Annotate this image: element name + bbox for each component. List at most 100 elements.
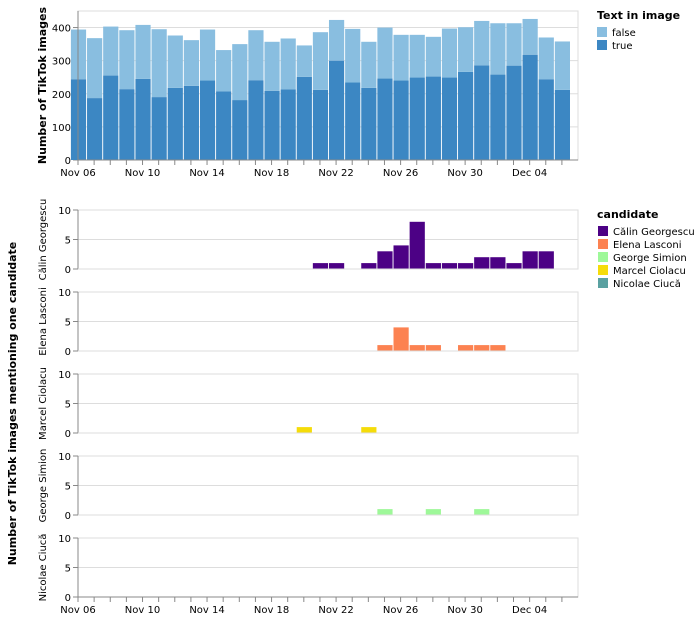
facet-y-tick-label: 5: [65, 318, 71, 329]
bar-false: [103, 26, 119, 76]
candidate-legend-swatch: [598, 252, 608, 262]
top-x-tick-label: Dec 04: [512, 168, 547, 179]
bar-true: [87, 98, 103, 160]
bar-true: [216, 91, 232, 160]
facet-y-tick-label: 0: [65, 593, 71, 604]
facet-bar: [474, 345, 490, 351]
facet-bar: [458, 263, 474, 269]
candidate-legend-label: Elena Lasconi: [613, 240, 682, 251]
bar-false: [248, 30, 264, 81]
candidate-legend-label: Marcel Ciolacu: [613, 266, 686, 277]
bar-true: [328, 60, 345, 160]
bar-false: [199, 29, 216, 81]
bar-true: [183, 85, 200, 160]
bar-false: [522, 18, 538, 55]
bar-true: [458, 71, 474, 160]
bar-true: [103, 75, 119, 160]
facet-y-tick-label: 0: [65, 429, 71, 440]
facet-x-tick-label: Nov 10: [125, 605, 160, 616]
bar-false: [490, 23, 506, 75]
bar-false: [458, 27, 474, 72]
bar-false: [296, 45, 312, 77]
bar-false: [538, 37, 554, 80]
bar-true: [506, 65, 522, 160]
top-legend-title: Text in image: [597, 9, 680, 22]
bar-true: [393, 80, 409, 160]
bar-true: [264, 90, 280, 160]
facet-bar: [474, 509, 490, 515]
candidate-legend-label: George Simion: [613, 253, 687, 264]
bar-false: [328, 19, 345, 61]
bar-false: [441, 28, 458, 78]
bar-false: [393, 34, 409, 81]
facet-y-tick-label: 0: [65, 511, 71, 522]
top-y-tick-label: 300: [52, 57, 71, 68]
facet-x-tick-label: Nov 18: [254, 605, 289, 616]
bar-true: [280, 89, 296, 160]
facet-bar: [296, 427, 312, 433]
candidate-legend-swatch: [598, 226, 608, 236]
facet-label-3: George Simion: [38, 449, 49, 523]
facet-label-1: Elena Lasconi: [38, 287, 49, 356]
facet-y-tick-label: 10: [58, 206, 71, 217]
bar-true: [377, 78, 393, 160]
bar-true: [441, 77, 458, 160]
candidate-legend-label: Nicolae Ciucă: [613, 279, 681, 290]
bar-true: [345, 82, 361, 160]
candidate-legend-swatch: [598, 278, 608, 288]
bar-true: [490, 74, 506, 160]
top-y-tick-label: 400: [52, 24, 71, 35]
facet-label-0: Călin Georgescu: [38, 199, 49, 281]
bar-false: [377, 27, 393, 79]
top-x-tick-label: Nov 22: [318, 168, 353, 179]
bar-false: [119, 30, 135, 90]
facet-bar: [538, 251, 554, 269]
facet-bar: [377, 251, 393, 269]
bar-false: [506, 23, 522, 66]
bar-false: [135, 24, 151, 79]
facet-x-tick-label: Nov 06: [60, 605, 95, 616]
bar-true: [167, 87, 183, 160]
candidate-legend-swatch: [598, 239, 608, 249]
bar-false: [554, 41, 570, 90]
top-y-tick-label: 200: [52, 90, 71, 101]
facet-bar: [522, 251, 538, 269]
facet-y-tick-label: 10: [58, 452, 71, 463]
facet-bar: [328, 263, 345, 269]
facet-bar: [393, 245, 409, 269]
legend-swatch-false: [597, 27, 607, 37]
facet-y-tick-label: 5: [65, 564, 71, 575]
bar-true: [151, 97, 167, 160]
bar-false: [425, 36, 441, 77]
bar-true: [199, 80, 216, 160]
facet-y-tick-label: 10: [58, 288, 71, 299]
bar-true: [361, 87, 377, 160]
bar-true: [474, 65, 490, 160]
bar-false: [409, 34, 425, 78]
bar-false: [167, 35, 183, 88]
legend-label-false: false: [612, 28, 636, 39]
bar-true: [522, 54, 538, 160]
legend-label-true: true: [612, 41, 633, 52]
candidate-legend-swatch: [598, 265, 608, 275]
facet-bar: [393, 327, 409, 351]
bar-false: [216, 50, 232, 92]
facet-bar: [409, 221, 425, 269]
top-x-tick-label: Nov 30: [447, 168, 482, 179]
top-x-tick-label: Nov 10: [125, 168, 160, 179]
bar-true: [248, 80, 264, 160]
facet-y-axis-title: Number of TikTok images mentioning one c…: [6, 242, 19, 566]
bar-true: [312, 89, 329, 160]
facet-y-tick-label: 5: [65, 482, 71, 493]
bar-false: [312, 32, 329, 90]
bar-true: [135, 78, 151, 160]
facet-bar: [490, 345, 506, 351]
facet-bar: [377, 509, 393, 515]
bar-false: [183, 40, 200, 86]
bar-false: [87, 38, 103, 99]
facet-bar: [441, 263, 458, 269]
top-y-axis-title: Number of TikTok images: [36, 6, 49, 164]
bar-true: [296, 76, 312, 160]
bar-false: [361, 41, 377, 88]
